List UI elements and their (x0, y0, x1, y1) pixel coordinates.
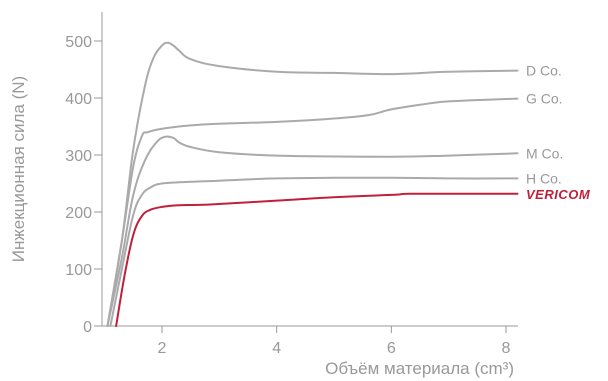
series-label-g-co: G Co. (526, 91, 563, 107)
y-tick-label: 0 (83, 319, 92, 336)
ticks: 0 100 200 300 400 500 2 4 6 8 (65, 34, 510, 357)
y-tick-label: 300 (65, 148, 92, 165)
series-line-g-co (108, 99, 518, 326)
series-label-m-co: M Co. (526, 145, 563, 161)
x-tick-label: 2 (158, 340, 167, 357)
series-label-h-co: H Co. (526, 170, 562, 186)
x-tick-label: 4 (272, 340, 281, 357)
series-line-vericom (116, 194, 517, 326)
series-group (108, 43, 518, 326)
y-tick-label: 200 (65, 205, 92, 222)
x-tick-label: 6 (387, 340, 396, 357)
y-tick-label: 400 (65, 91, 92, 108)
axes (102, 12, 518, 326)
series-line-d-co (108, 43, 518, 326)
y-tick-label: 100 (65, 262, 92, 279)
series-labels: D Co. G Co. M Co. H Co.VERICOM (526, 63, 591, 202)
series-line-m-co (108, 136, 518, 326)
series-label-vericom: VERICOM (526, 187, 591, 202)
x-tick-label: 8 (502, 340, 511, 357)
series-line-h-co (110, 178, 517, 326)
y-tick-label: 500 (65, 34, 92, 51)
x-axis-title: Объём материала (cm³) (325, 359, 514, 378)
y-axis-title: Инжекционная сила (N) (9, 76, 28, 262)
series-label-d-co: D Co. (526, 63, 562, 79)
